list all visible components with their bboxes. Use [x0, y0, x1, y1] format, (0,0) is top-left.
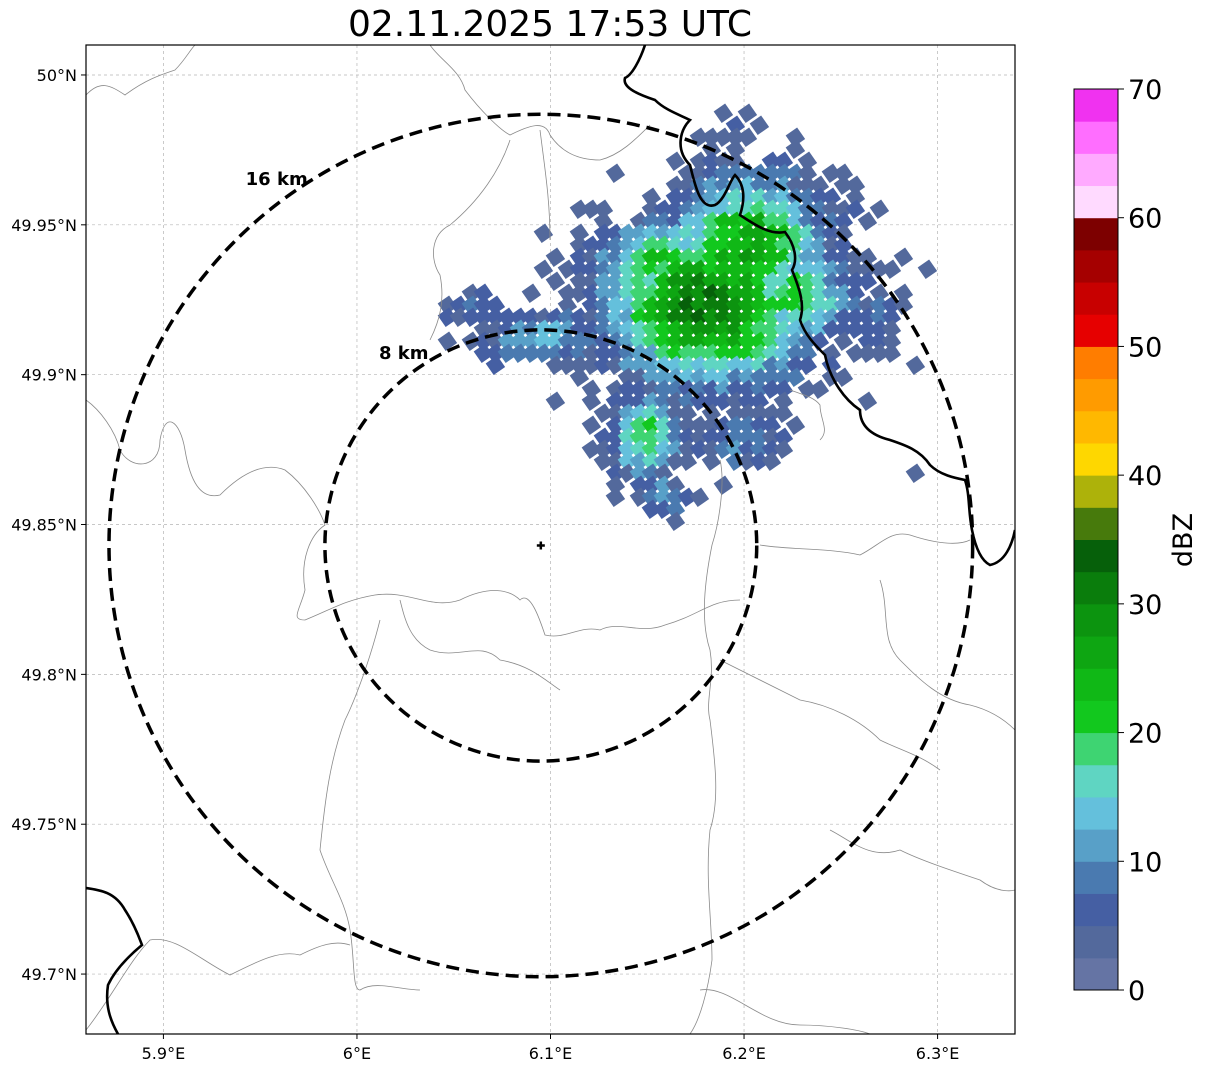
- boundary-line: [719, 659, 941, 771]
- colorbar: 0 10 20 30 40 50 60 70 dBZ: [1073, 75, 1199, 1007]
- colorbar-tick-label: 0: [1128, 976, 1145, 1007]
- colorbar-tick-label: 20: [1128, 719, 1162, 750]
- colorbar-segment: [1074, 829, 1118, 862]
- radar-echo-field: [437, 103, 938, 531]
- y-tick-label: 50°N: [37, 66, 77, 85]
- colorbar-segment: [1074, 861, 1118, 894]
- boundary-line: [86, 938, 351, 1031]
- colorbar-segment: [1074, 700, 1118, 734]
- y-tick-label: 49.7°N: [21, 965, 77, 984]
- colorbar-segment: [1074, 410, 1118, 444]
- colorbar-segment: [1074, 249, 1118, 283]
- colorbar-segment: [1074, 636, 1118, 669]
- boundary-line: [829, 829, 1015, 892]
- border-line-north-east: [623, 45, 1015, 567]
- boundary-line: [689, 459, 723, 1034]
- colorbar-tick-label: 40: [1128, 461, 1162, 492]
- boundary-line: [399, 599, 561, 691]
- colorbar-segment: [1074, 475, 1118, 508]
- colorbar-segment: [1074, 957, 1118, 991]
- colorbar-segment: [1074, 603, 1118, 637]
- boundary-line: [429, 139, 511, 341]
- colorbar-segment: [1074, 668, 1118, 701]
- national-border: [86, 45, 1015, 1034]
- y-tick-label: 49.85°N: [11, 516, 77, 535]
- x-tick-label: 6°E: [343, 1044, 371, 1063]
- y-tick-label: 49.9°N: [21, 366, 77, 385]
- colorbar-segment: [1074, 314, 1118, 347]
- x-tick-label: 5.9°E: [142, 1044, 186, 1063]
- boundary-line: [86, 399, 741, 637]
- boundary-line: [699, 989, 871, 1034]
- colorbar-segment: [1074, 442, 1118, 476]
- colorbar-segment: [1074, 571, 1118, 605]
- radar-site-marker: [536, 541, 545, 550]
- y-tick-label: 49.8°N: [21, 665, 77, 684]
- boundary-line: [319, 619, 421, 991]
- range-ring-label: 16 km: [246, 169, 308, 190]
- range-rings: 8 km 16 km: [107, 112, 975, 979]
- map-gridlines: [86, 45, 1015, 1034]
- map-title: 02.11.2025 17:53 UTC: [347, 4, 753, 45]
- colorbar-label: dBZ: [1168, 513, 1199, 567]
- x-tick-label: 6.3°E: [916, 1044, 960, 1063]
- colorbar-segment: [1074, 378, 1118, 412]
- admin-boundaries: [86, 45, 1015, 1034]
- boundary-line: [429, 45, 651, 161]
- boundary-line: [86, 45, 196, 96]
- colorbar-segment: [1074, 346, 1118, 380]
- boundary-line: [789, 389, 825, 441]
- range-ring-8km: [323, 328, 759, 763]
- colorbar-segment: [1074, 153, 1118, 187]
- colorbar-tick-label: 70: [1128, 75, 1162, 106]
- boundary-line: [759, 533, 971, 556]
- y-tick-label: 49.75°N: [11, 815, 77, 834]
- colorbar-segment: [1074, 893, 1118, 927]
- colorbar-segment: [1074, 507, 1118, 540]
- colorbar-segment: [1074, 764, 1118, 798]
- x-tick-label: 6.1°E: [529, 1044, 573, 1063]
- colorbar-segment: [1074, 89, 1118, 122]
- x-tick-label: 6.2°E: [722, 1044, 766, 1063]
- colorbar-tick-label: 30: [1128, 590, 1162, 621]
- colorbar-tick-label: 10: [1128, 847, 1162, 878]
- colorbar-tick-label: 60: [1128, 204, 1162, 235]
- colorbar-segment: [1074, 539, 1118, 573]
- border-line-south-west: [86, 886, 144, 1034]
- colorbar-segment: [1074, 282, 1118, 315]
- colorbar-tick-label: 50: [1128, 332, 1162, 363]
- colorbar-segment: [1074, 185, 1118, 219]
- colorbar-frame: [1073, 88, 1119, 991]
- range-ring-16km: [107, 112, 975, 979]
- colorbar-segment: [1074, 796, 1118, 830]
- range-ring-label: 8 km: [379, 343, 429, 364]
- boundary-line: [539, 129, 551, 241]
- y-tick-label: 49.95°N: [11, 216, 77, 235]
- colorbar-segment: [1074, 121, 1118, 154]
- colorbar-segment: [1074, 217, 1118, 251]
- axis-ticks: 5.9°E 6°E 6.1°E 6.2°E 6.3°E 49.7°N 49.75°N 49.8…: [11, 66, 959, 1063]
- boundary-line: [879, 579, 1015, 731]
- colorbar-segment: [1074, 732, 1118, 766]
- colorbar-segment: [1074, 925, 1118, 959]
